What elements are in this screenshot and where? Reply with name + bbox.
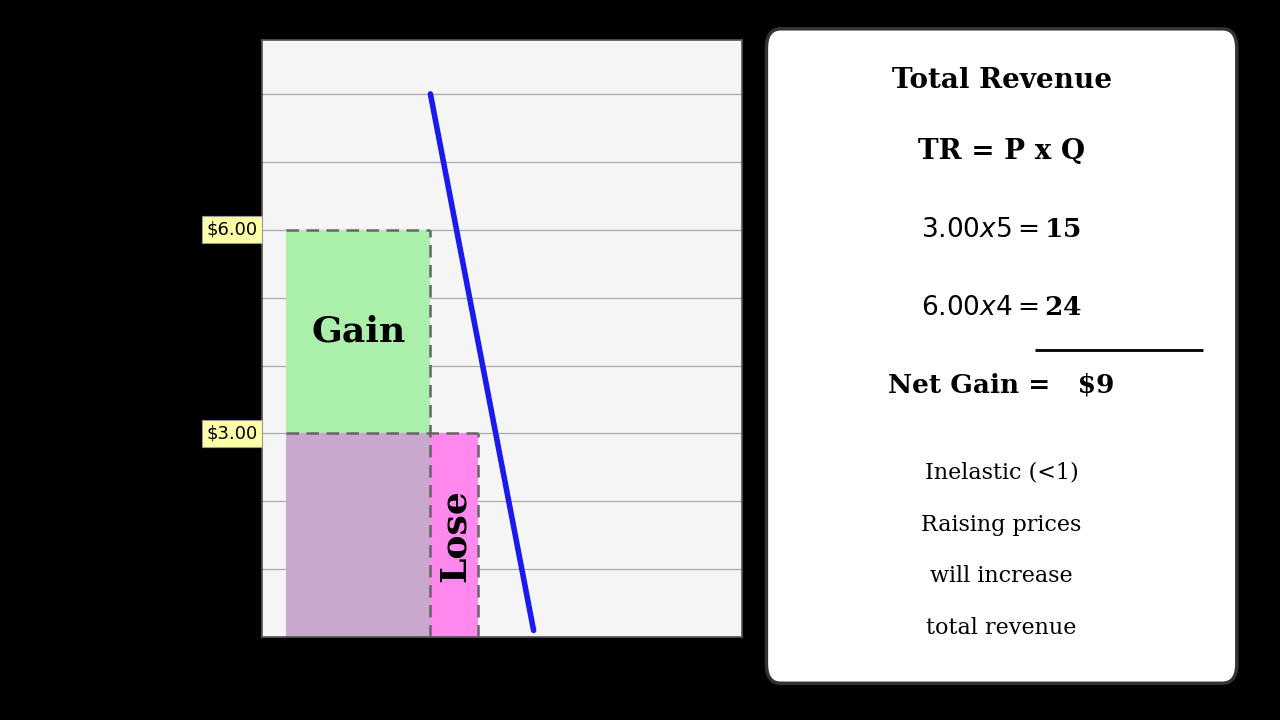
Text: $6.00 x 4 = $24: $6.00 x 4 = $24 [922, 295, 1082, 320]
Text: $3.00 x 5 = $15: $3.00 x 5 = $15 [922, 217, 1082, 242]
X-axis label: Gallons - Gasoline: Gallons - Gasoline [369, 677, 636, 702]
Bar [430, 433, 479, 637]
Text: Inelastic (<1): Inelastic (<1) [924, 462, 1079, 484]
Bar [287, 433, 430, 637]
Text: Lose: Lose [438, 489, 471, 582]
FancyBboxPatch shape [767, 29, 1236, 683]
Bar [287, 230, 430, 433]
Text: Raising prices: Raising prices [922, 513, 1082, 536]
Text: total revenue: total revenue [927, 617, 1076, 639]
Text: TR = P x Q: TR = P x Q [918, 138, 1085, 166]
Text: $6.00: $6.00 [206, 221, 257, 239]
Text: $3.00: $3.00 [206, 425, 257, 443]
Text: Gain: Gain [311, 315, 406, 348]
Text: will increase: will increase [931, 565, 1073, 588]
Y-axis label: Price: Price [161, 296, 191, 381]
Text: Net Gain =   $9: Net Gain = $9 [888, 373, 1115, 397]
Text: Total Revenue: Total Revenue [892, 67, 1111, 94]
